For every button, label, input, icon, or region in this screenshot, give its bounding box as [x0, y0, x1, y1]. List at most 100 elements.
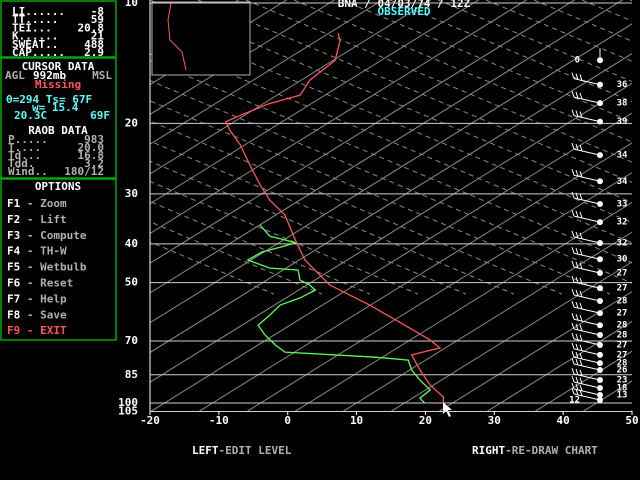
option-key[interactable]: F8	[7, 308, 20, 321]
option-key[interactable]: F5	[7, 261, 20, 274]
option-key[interactable]: F9	[7, 324, 20, 337]
option-key[interactable]: F7	[7, 292, 20, 305]
y-tick-label: 20	[125, 116, 138, 129]
x-tick-label: -10	[209, 414, 229, 427]
wind-barb	[571, 387, 601, 401]
isotherm	[437, 291, 632, 412]
option-label[interactable]: - Zoom	[27, 197, 67, 210]
wind-feather	[575, 247, 579, 255]
raob-label: Tdd.	[8, 157, 35, 170]
wind-barb	[571, 91, 601, 104]
adiabat	[197, 0, 632, 183]
wind-speed-label: 33	[617, 199, 628, 209]
option-key[interactable]: F2	[7, 213, 20, 226]
footer-text: -RE-DRAW CHART	[505, 444, 598, 457]
wind-speed-label: 23	[617, 376, 628, 386]
wind-feather	[579, 277, 583, 285]
adiabat	[150, 59, 632, 264]
option-label[interactable]: - Compute	[27, 229, 87, 242]
wind-feather	[571, 322, 575, 330]
option-label[interactable]: - EXIT	[27, 324, 67, 337]
isotherm	[150, 0, 528, 235]
option-label[interactable]: - Help	[27, 292, 67, 305]
option-key[interactable]: F6	[7, 277, 21, 290]
wind-dot	[597, 100, 603, 107]
option-label[interactable]: - Reset	[27, 277, 73, 290]
option-key[interactable]: F1	[7, 197, 21, 210]
wind-staff	[573, 381, 601, 389]
wind-staff	[573, 266, 601, 274]
isotherm	[150, 0, 480, 205]
wind-barb	[571, 367, 601, 381]
wind-feather	[579, 344, 583, 351]
index-value: 59	[91, 13, 104, 26]
wind-speed-label: 38	[617, 99, 628, 109]
adiabat	[389, 0, 632, 103]
wind-staff	[573, 363, 601, 371]
wind-staff	[573, 197, 601, 205]
option-key[interactable]: F4	[7, 245, 21, 258]
wind-barb	[571, 109, 601, 123]
isotherm	[293, 201, 632, 412]
wind-staff	[573, 148, 601, 156]
option-label[interactable]: - Wetbulb	[27, 261, 87, 274]
wind-speed-label: 34	[617, 177, 628, 187]
adiabat	[437, 0, 632, 83]
wind-barb	[571, 260, 601, 274]
wind-dot	[597, 384, 603, 391]
y-tick-label: 50	[125, 276, 138, 289]
wind-feather	[575, 169, 579, 177]
y-tick-label: 70	[125, 334, 138, 347]
indices-box	[0, 0, 117, 58]
wind-feather	[579, 111, 583, 118]
wind-staff	[573, 318, 601, 326]
wind-speed-label: 39	[617, 117, 628, 127]
wind-speed-label: 27	[617, 340, 628, 350]
wind-speed-label: 30	[617, 255, 628, 265]
y-tick-label: 85	[125, 368, 138, 381]
y-tick-label: 100	[118, 396, 138, 409]
wind-barb	[571, 322, 601, 336]
wind-dot	[597, 397, 603, 404]
wind-feather	[579, 232, 583, 239]
wind-feather	[571, 313, 575, 320]
wind-dot	[597, 81, 603, 88]
option-label[interactable]: - Save	[27, 308, 67, 321]
wind-dot	[597, 178, 603, 185]
wind-speed-label: 0	[575, 56, 580, 66]
footer-key: RIGHT	[472, 444, 505, 457]
agl-label: AGL	[5, 69, 25, 82]
station-title: BNA / 04/03/74 / 12Z	[338, 0, 471, 10]
wind-feather	[571, 109, 575, 116]
wind-dot	[597, 331, 603, 338]
wind-barb	[571, 332, 601, 346]
isotherm	[150, 0, 336, 115]
wind-dot	[597, 152, 603, 159]
wind-speed-label: 13	[617, 391, 628, 401]
option-label[interactable]: - Lift	[27, 213, 67, 226]
wind-feather	[571, 342, 575, 350]
wind-feather	[571, 169, 575, 176]
wind-barb	[571, 300, 601, 314]
wind-staff	[573, 328, 601, 336]
wind-feather	[579, 314, 583, 322]
wind-feather	[575, 333, 579, 341]
wind-staff	[573, 252, 601, 260]
raob-value: 20.0	[78, 141, 105, 154]
wind-speed-label: 32	[617, 218, 628, 228]
index-label: TEI...	[12, 21, 52, 34]
option-label[interactable]: - TH-W	[27, 245, 67, 258]
wind-feather	[579, 92, 583, 100]
option-key[interactable]: F3	[7, 229, 20, 242]
wind-feather	[571, 209, 575, 217]
wind-feather	[575, 231, 579, 239]
wind-speed-label: 28	[617, 359, 628, 369]
wind-feather	[579, 170, 583, 178]
isotherm	[150, 0, 624, 294]
wind-speed-label: 26	[617, 366, 628, 376]
wind-feather	[575, 276, 579, 284]
wind-barb	[571, 313, 601, 326]
wind-feather	[575, 73, 579, 80]
cursor-title: CURSOR DATA	[22, 60, 95, 73]
